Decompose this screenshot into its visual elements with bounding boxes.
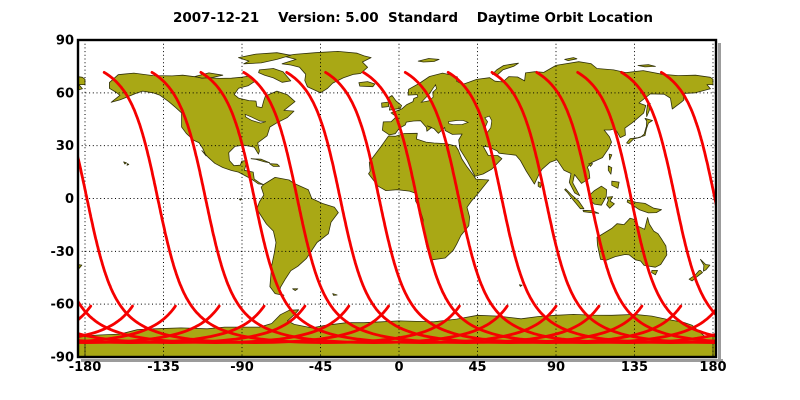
grid-layer (78, 40, 716, 357)
orbit-track-layer (0, 71, 800, 344)
frame-shadow-right (718, 43, 721, 362)
orbit-track-14 (102, 71, 461, 344)
landmass-severnaya_zemlya (564, 57, 578, 61)
x-tick-label--90: -90 (230, 360, 254, 375)
frame-shadow-bottom (81, 359, 723, 362)
landmass-hispaniola (269, 163, 280, 167)
y-tick-label--30: -30 (51, 245, 75, 260)
landmass-victoria_island (194, 72, 224, 79)
landmass-hawaii_2 (126, 163, 130, 166)
orbit-track-9 (0, 72, 53, 342)
inland-water-layer (244, 83, 493, 135)
orbit-track-13 (780, 72, 800, 342)
landmass-iceland (358, 81, 376, 88)
landmass-south_georgia (332, 293, 338, 296)
y-tick-label-60: 60 (56, 86, 74, 101)
landmass-sulawesi (606, 196, 615, 209)
x-tick-label-45: 45 (468, 360, 486, 375)
landmass-new_siberian_islands (637, 64, 656, 68)
y-tick-label-90: 90 (56, 34, 74, 49)
y-axis-tick-labels: 90 60 30 0 -30 -60 -90 (51, 34, 75, 366)
landmass-falklands (292, 288, 299, 291)
x-tick-label--180: -180 (69, 360, 102, 375)
orbit-track-2 (620, 71, 716, 317)
landmass-java (582, 209, 600, 214)
landmass-kerguelen (519, 284, 523, 287)
landmass-nz_south_island (688, 270, 703, 282)
x-tick-label-90: 90 (547, 360, 565, 375)
x-tick-label-0: 0 (394, 360, 403, 375)
landmass-ellesmere_island (238, 52, 292, 65)
landmass-nz_north_island (78, 258, 711, 272)
x-tick-label-180: 180 (699, 360, 726, 375)
water-caspian_sea (484, 115, 493, 135)
orbit-track-14 (732, 72, 800, 342)
water-great_lakes (244, 113, 266, 124)
landmass-africa (368, 132, 490, 261)
landmass-sri_lanka (537, 181, 543, 188)
y-tick-label-0: 0 (65, 192, 74, 207)
landmass-japan (626, 118, 653, 144)
orbit-track-13 (150, 71, 509, 344)
landmass-luzon (607, 165, 613, 175)
landmass-novaya_zemlya (491, 62, 519, 76)
landmass-hainan (588, 163, 593, 167)
plot-frame (76, 38, 718, 359)
landmass-galapagos (239, 198, 242, 201)
x-tick-label--135: -135 (147, 360, 180, 375)
landmass-cuba (250, 158, 270, 164)
water-black_sea (447, 119, 470, 126)
landmass-australia (596, 217, 668, 268)
y-tick-label-30: 30 (56, 139, 74, 154)
orbit-track-3 (576, 71, 716, 338)
orbit-track-10 (0, 72, 14, 342)
landmass-tasmania (651, 270, 658, 276)
orbit-track-1 (660, 71, 716, 211)
landmass-svalbard (417, 58, 440, 63)
y-tick-label--90: -90 (51, 350, 75, 365)
x-axis-tick-labels: -180 -135 -90 -45 0 45 90 135 180 (69, 360, 727, 375)
landmass-taiwan (608, 153, 613, 161)
x-tick-label--45: -45 (309, 360, 333, 375)
landmass-south_america (256, 177, 339, 296)
landmass-new_guinea (626, 199, 662, 214)
x-tick-label-135: 135 (621, 360, 648, 375)
landmass-mindanao (611, 180, 620, 189)
landmass-baffin_island (258, 68, 292, 83)
landmass-north_america (109, 72, 296, 185)
land-layer (78, 51, 716, 357)
chart-title: 2007-12-21 Version: 5.00 Standard Daytim… (172, 10, 654, 26)
landmass-hawaii_1 (123, 161, 127, 165)
y-tick-label--60: -60 (51, 298, 75, 313)
